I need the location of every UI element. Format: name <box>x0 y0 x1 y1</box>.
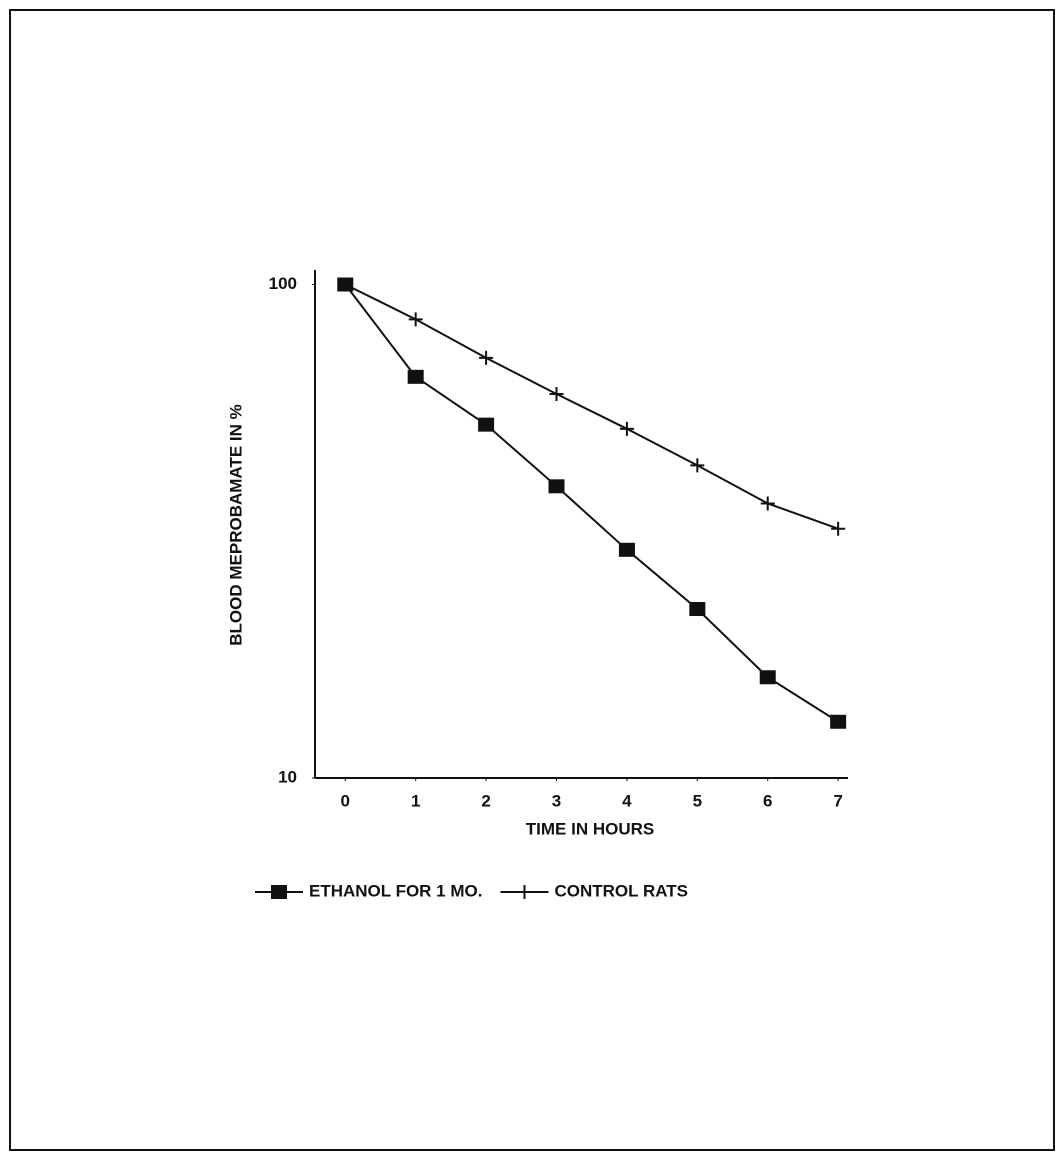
y-tick-label: 100 <box>269 274 297 293</box>
x-tick-label: 1 <box>411 791 420 810</box>
legend-label: ETHANOL FOR 1 MO. <box>309 881 482 900</box>
frame <box>9 9 1055 1151</box>
marker <box>760 496 775 511</box>
marker <box>618 542 635 557</box>
marker <box>759 670 776 685</box>
x-tick-label: 0 <box>341 791 350 810</box>
marker <box>479 350 494 365</box>
marker <box>338 277 353 292</box>
marker <box>831 521 846 536</box>
marker <box>548 479 565 494</box>
marker <box>619 421 634 436</box>
marker <box>408 312 423 327</box>
marker <box>830 714 847 729</box>
marker <box>271 885 287 899</box>
x-tick-label: 3 <box>552 791 561 810</box>
x-tick-label: 6 <box>763 791 772 810</box>
marker <box>690 458 705 473</box>
x-tick-label: 4 <box>622 791 632 810</box>
y-axis-label: BLOOD MEPROBAMATE IN % <box>226 404 245 645</box>
marker <box>407 369 424 384</box>
series-line <box>344 283 839 723</box>
x-tick-label: 7 <box>833 791 842 810</box>
marker <box>517 885 532 899</box>
legend-label: CONTROL RATS <box>554 881 687 900</box>
marker <box>689 602 706 617</box>
marker <box>478 417 495 432</box>
y-tick-label: 10 <box>278 767 297 786</box>
x-tick-label: 5 <box>693 791 702 810</box>
marker <box>549 386 564 401</box>
series-line <box>344 283 839 530</box>
x-axis-label: TIME IN HOURS <box>526 819 654 838</box>
x-tick-label: 2 <box>481 791 490 810</box>
